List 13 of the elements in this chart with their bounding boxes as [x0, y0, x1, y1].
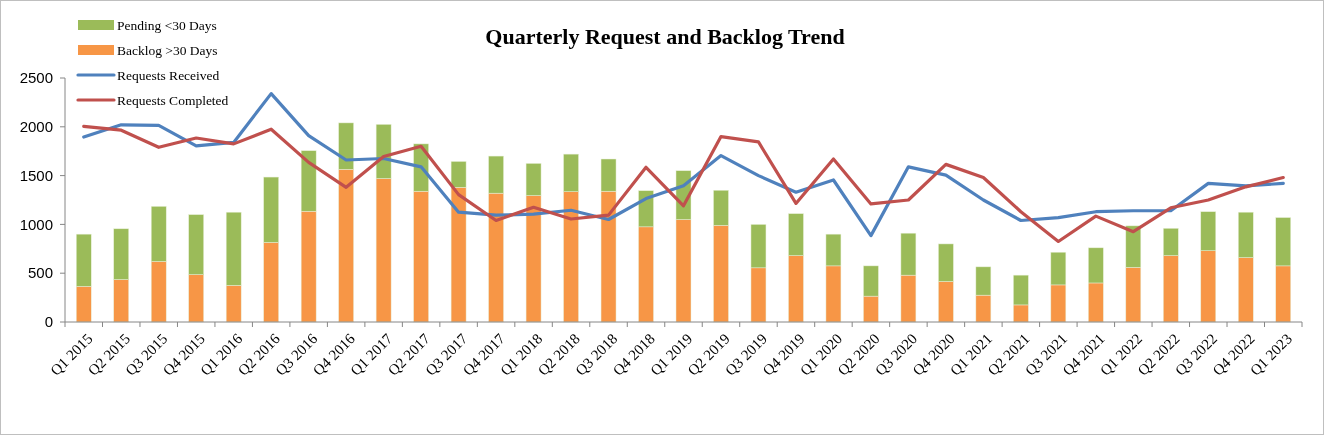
chart-title: Quarterly Request and Backlog Trend	[485, 24, 845, 49]
y-tick-label: 2000	[19, 118, 53, 136]
line-series	[82, 92, 1285, 238]
legend-label: Backlog >30 Days	[117, 42, 218, 58]
legend-label: Pending <30 Days	[117, 17, 217, 33]
legend-label: Requests Received	[117, 67, 220, 83]
y-tick-label: 1500	[19, 166, 53, 184]
y-tick-label: 0	[44, 313, 53, 331]
legend-label: Requests Completed	[117, 92, 229, 108]
y-tick-label: 1000	[19, 215, 53, 233]
y-tick-label: 500	[27, 264, 53, 282]
line-series	[82, 124, 1285, 244]
y-tick-label: 2500	[19, 69, 53, 87]
